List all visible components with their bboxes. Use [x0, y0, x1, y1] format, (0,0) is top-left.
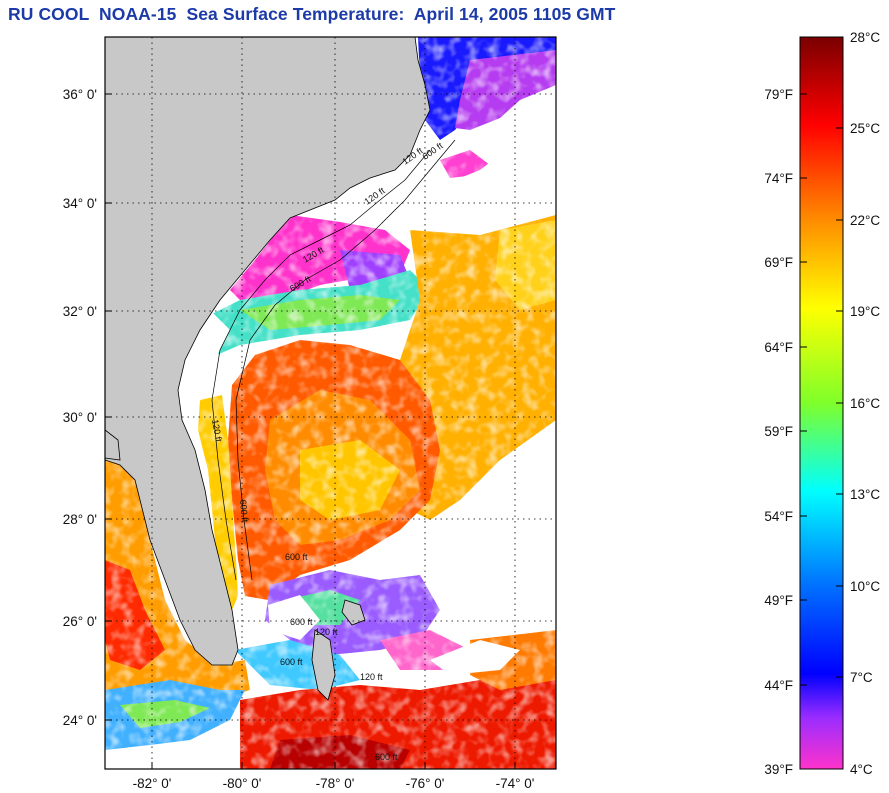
lon-label: -80° 0' — [223, 776, 262, 791]
fahrenheit-label: 49°F — [764, 593, 793, 608]
isobath-600ft — [235, 139, 456, 581]
celsius-label: 16°C — [850, 396, 880, 411]
fahrenheit-label: 69°F — [764, 255, 793, 270]
isobath-label: 120 ft — [210, 419, 224, 443]
lat-label: 30° 0' — [63, 410, 97, 425]
cloud-patch-offshore-north — [430, 110, 556, 230]
graticule — [105, 37, 556, 769]
lat-label: 32° 0' — [63, 304, 97, 319]
fahrenheit-label: 54°F — [764, 509, 793, 524]
map-panel: 120 ft 600 ft 120 ft 600 ft 120 ft 600 f… — [105, 37, 556, 769]
us-southeast-landmass — [105, 37, 431, 666]
latitude-labels: 36° 0' 34° 0' 32° 0' 30° 0' 28° 0' 26° 0… — [63, 87, 97, 728]
isobath-label: 120 ft — [360, 672, 383, 682]
andros-land — [341, 599, 366, 626]
gulf-coast-land — [105, 37, 121, 461]
colorbar-fahrenheit-ticks — [800, 93, 807, 770]
isobath-label: 600 ft — [285, 552, 308, 562]
isobath-label: 600 ft — [280, 657, 303, 667]
celsius-label: 7°C — [850, 670, 873, 685]
isobath-label: 600 ft — [238, 499, 250, 523]
fahrenheit-label: 79°F — [764, 87, 793, 102]
celsius-label: 25°C — [850, 121, 880, 136]
cloud-patch-south-central — [430, 640, 520, 675]
lat-label: 28° 0' — [63, 512, 97, 527]
lon-label: -74° 0' — [496, 776, 535, 791]
cloud-patch-straits — [268, 595, 320, 640]
lon-label: -82° 0' — [133, 776, 172, 791]
celsius-label: 22°C — [850, 213, 880, 228]
isobath-label: 600 ft — [375, 752, 398, 762]
isobath-label: 600 ft — [290, 617, 313, 627]
lon-label: -78° 0' — [316, 776, 355, 791]
lat-label: 34° 0' — [63, 196, 97, 211]
celsius-label: 4°C — [850, 762, 873, 777]
celsius-label: 13°C — [850, 487, 880, 502]
celsius-label: 19°C — [850, 304, 880, 319]
celsius-label: 10°C — [850, 579, 880, 594]
cloud-patch-bahamas-east — [430, 470, 556, 615]
lat-label: 26° 0' — [63, 614, 97, 629]
longitude-labels: -82° 0' -80° 0' -78° 0' -76° 0' -74° 0' — [133, 776, 535, 791]
colorbar: 28°C 25°C 22°C 19°C 16°C 13°C 10°C 7°C 4… — [764, 30, 880, 777]
lon-label: -76° 0' — [406, 776, 445, 791]
map-title: RU COOL NOAA-15 Sea Surface Temperature:… — [8, 4, 616, 24]
isobath-120ft — [211, 149, 431, 581]
fahrenheit-label: 59°F — [764, 424, 793, 439]
isobath-contours — [211, 139, 456, 581]
fahrenheit-label: 44°F — [764, 678, 793, 693]
fahrenheit-label: 64°F — [764, 340, 793, 355]
fahrenheit-label: 74°F — [764, 171, 793, 186]
celsius-label: 28°C — [850, 30, 880, 45]
lat-label: 36° 0' — [63, 87, 97, 102]
colorbar-celsius-ticks — [836, 36, 843, 770]
land-mass — [105, 37, 431, 701]
colorbar-gradient — [800, 37, 843, 769]
map-ticks — [105, 93, 516, 769]
cloud-patches — [175, 110, 556, 675]
map-border — [104, 36, 557, 770]
bahamas-land — [311, 629, 336, 701]
fahrenheit-label: 39°F — [764, 762, 793, 777]
lat-label: 24° 0' — [63, 713, 97, 728]
isobath-label: 120 ft — [315, 627, 338, 637]
